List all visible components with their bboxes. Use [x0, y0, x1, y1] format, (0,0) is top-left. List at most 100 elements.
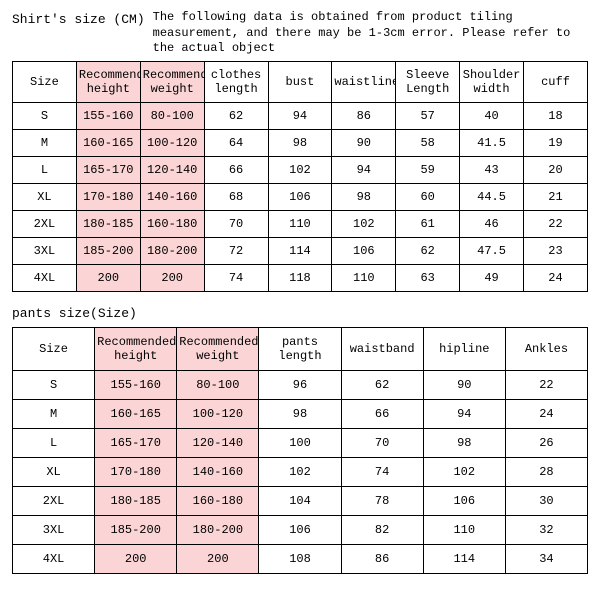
- col-ankles: Ankles: [505, 327, 587, 370]
- table-row: 2XL180-185160-1801047810630: [13, 486, 588, 515]
- table-cell: M: [13, 129, 77, 156]
- table-cell: 185-200: [76, 237, 140, 264]
- table-cell: 106: [332, 237, 396, 264]
- table-cell: 62: [396, 237, 460, 264]
- col-rec-height: Recommended height: [76, 61, 140, 102]
- table-cell: 60: [396, 183, 460, 210]
- table-cell: 110: [332, 264, 396, 291]
- table-cell: 160-165: [76, 129, 140, 156]
- table-cell: XL: [13, 457, 95, 486]
- table-cell: 68: [204, 183, 268, 210]
- table-cell: 106: [268, 183, 332, 210]
- table-cell: 110: [268, 210, 332, 237]
- table-cell: 180-200: [140, 237, 204, 264]
- table-cell: 86: [332, 102, 396, 129]
- table-cell: 160-180: [177, 486, 259, 515]
- table-cell: 102: [332, 210, 396, 237]
- table-cell: 2XL: [13, 210, 77, 237]
- table-row: S155-16080-100629486574018: [13, 102, 588, 129]
- table-cell: 108: [259, 544, 341, 573]
- table-cell: 49: [460, 264, 524, 291]
- table-cell: 46: [460, 210, 524, 237]
- table-cell: 59: [396, 156, 460, 183]
- table-cell: 140-160: [177, 457, 259, 486]
- table-cell: 61: [396, 210, 460, 237]
- col-rec-height: Recommended height: [95, 327, 177, 370]
- table-cell: 21: [524, 183, 588, 210]
- table-cell: 106: [423, 486, 505, 515]
- col-size: Size: [13, 61, 77, 102]
- table-cell: 19: [524, 129, 588, 156]
- table-header-row: Size Recommended height Recommended weig…: [13, 61, 588, 102]
- table-row: M160-165100-1206498905841.519: [13, 129, 588, 156]
- table-cell: M: [13, 399, 95, 428]
- table-cell: 165-170: [76, 156, 140, 183]
- shirt-size-title: Shirt's size (CM): [12, 10, 145, 27]
- table-cell: 62: [341, 370, 423, 399]
- table-row: S155-16080-10096629022: [13, 370, 588, 399]
- table-cell: 23: [524, 237, 588, 264]
- table-cell: 98: [259, 399, 341, 428]
- table-cell: 32: [505, 515, 587, 544]
- table-cell: S: [13, 370, 95, 399]
- table-cell: 3XL: [13, 515, 95, 544]
- table-cell: L: [13, 428, 95, 457]
- table-cell: 72: [204, 237, 268, 264]
- table-cell: 165-170: [95, 428, 177, 457]
- table-cell: 100-120: [177, 399, 259, 428]
- table-cell: 94: [332, 156, 396, 183]
- table-cell: 80-100: [177, 370, 259, 399]
- table-cell: 58: [396, 129, 460, 156]
- table-cell: 24: [524, 264, 588, 291]
- table-cell: 18: [524, 102, 588, 129]
- table-row: XL170-180140-1601027410228: [13, 457, 588, 486]
- shirt-size-table: Size Recommended height Recommended weig…: [12, 61, 588, 292]
- table-cell: 200: [95, 544, 177, 573]
- table-cell: 155-160: [95, 370, 177, 399]
- table-cell: 98: [423, 428, 505, 457]
- table-cell: 47.5: [460, 237, 524, 264]
- col-bust: bust: [268, 61, 332, 102]
- table-row: L165-170120-1406610294594320: [13, 156, 588, 183]
- table-cell: 70: [204, 210, 268, 237]
- table-cell: S: [13, 102, 77, 129]
- col-hipline: hipline: [423, 327, 505, 370]
- col-waistband: waistband: [341, 327, 423, 370]
- table-cell: 180-185: [76, 210, 140, 237]
- table-cell: 26: [505, 428, 587, 457]
- table-row: 4XL20020074118110634924: [13, 264, 588, 291]
- table-cell: 43: [460, 156, 524, 183]
- table-cell: 62: [204, 102, 268, 129]
- table-cell: 200: [76, 264, 140, 291]
- table-cell: 74: [341, 457, 423, 486]
- table-cell: 200: [140, 264, 204, 291]
- table-cell: 70: [341, 428, 423, 457]
- col-shoulder-width: Shoulder width: [460, 61, 524, 102]
- table-cell: 140-160: [140, 183, 204, 210]
- table-cell: 3XL: [13, 237, 77, 264]
- table-cell: 78: [341, 486, 423, 515]
- table-cell: 98: [268, 129, 332, 156]
- table-cell: 90: [423, 370, 505, 399]
- table-cell: 22: [505, 370, 587, 399]
- table-cell: 41.5: [460, 129, 524, 156]
- table-cell: 118: [268, 264, 332, 291]
- table-cell: 120-140: [140, 156, 204, 183]
- col-clothes-length: clothes length: [204, 61, 268, 102]
- table-cell: 102: [423, 457, 505, 486]
- table-cell: 180-185: [95, 486, 177, 515]
- table-cell: 102: [268, 156, 332, 183]
- table-cell: 40: [460, 102, 524, 129]
- col-rec-weight: Recommended weight: [140, 61, 204, 102]
- table-cell: 4XL: [13, 264, 77, 291]
- table-cell: 94: [423, 399, 505, 428]
- table-cell: 180-200: [177, 515, 259, 544]
- table-cell: 200: [177, 544, 259, 573]
- table-cell: 90: [332, 129, 396, 156]
- table-cell: 185-200: [95, 515, 177, 544]
- table-cell: 170-180: [95, 457, 177, 486]
- table-cell: 155-160: [76, 102, 140, 129]
- table-cell: XL: [13, 183, 77, 210]
- table-row: 3XL185-200180-2001068211032: [13, 515, 588, 544]
- table-cell: 80-100: [140, 102, 204, 129]
